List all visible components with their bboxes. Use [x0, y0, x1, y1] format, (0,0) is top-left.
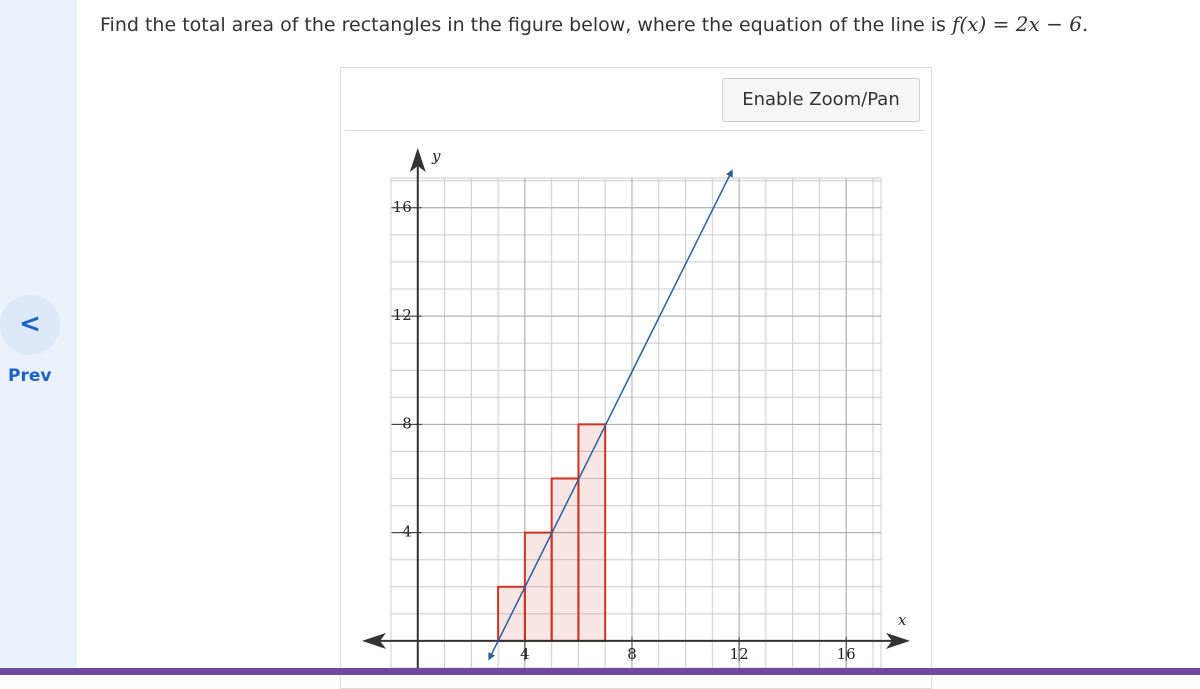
- line: [488, 169, 733, 661]
- y-axis-arrow: [409, 148, 426, 172]
- bar: [523, 531, 553, 642]
- prev-label[interactable]: Prev: [8, 366, 52, 386]
- sidebar: < Prev: [0, 0, 77, 668]
- grid-border: [390, 177, 882, 668]
- zoom-button[interactable]: Enable Zoom/Pan: [722, 78, 920, 122]
- prev-button[interactable]: <: [0, 295, 60, 355]
- y-tick-label: 16: [393, 198, 412, 216]
- bar: [550, 477, 580, 642]
- question-text: Find the total area of the rectangles in…: [100, 14, 946, 36]
- y-tick-label: 8: [402, 414, 412, 432]
- bar: [577, 423, 607, 642]
- x-axis-arrow: [886, 632, 910, 649]
- y-tick-label: 4: [402, 523, 412, 541]
- bottom-bar: [0, 668, 1200, 675]
- x-axis-arrow: [362, 632, 386, 649]
- question: Find the total area of the rectangles in…: [100, 12, 1088, 36]
- equation: f(x) = 2x − 6.: [951, 12, 1089, 36]
- x-axis-label: x: [898, 611, 907, 629]
- y-axis-label: y: [431, 147, 441, 165]
- separator: [345, 130, 925, 131]
- y-tick-label: 12: [393, 306, 412, 324]
